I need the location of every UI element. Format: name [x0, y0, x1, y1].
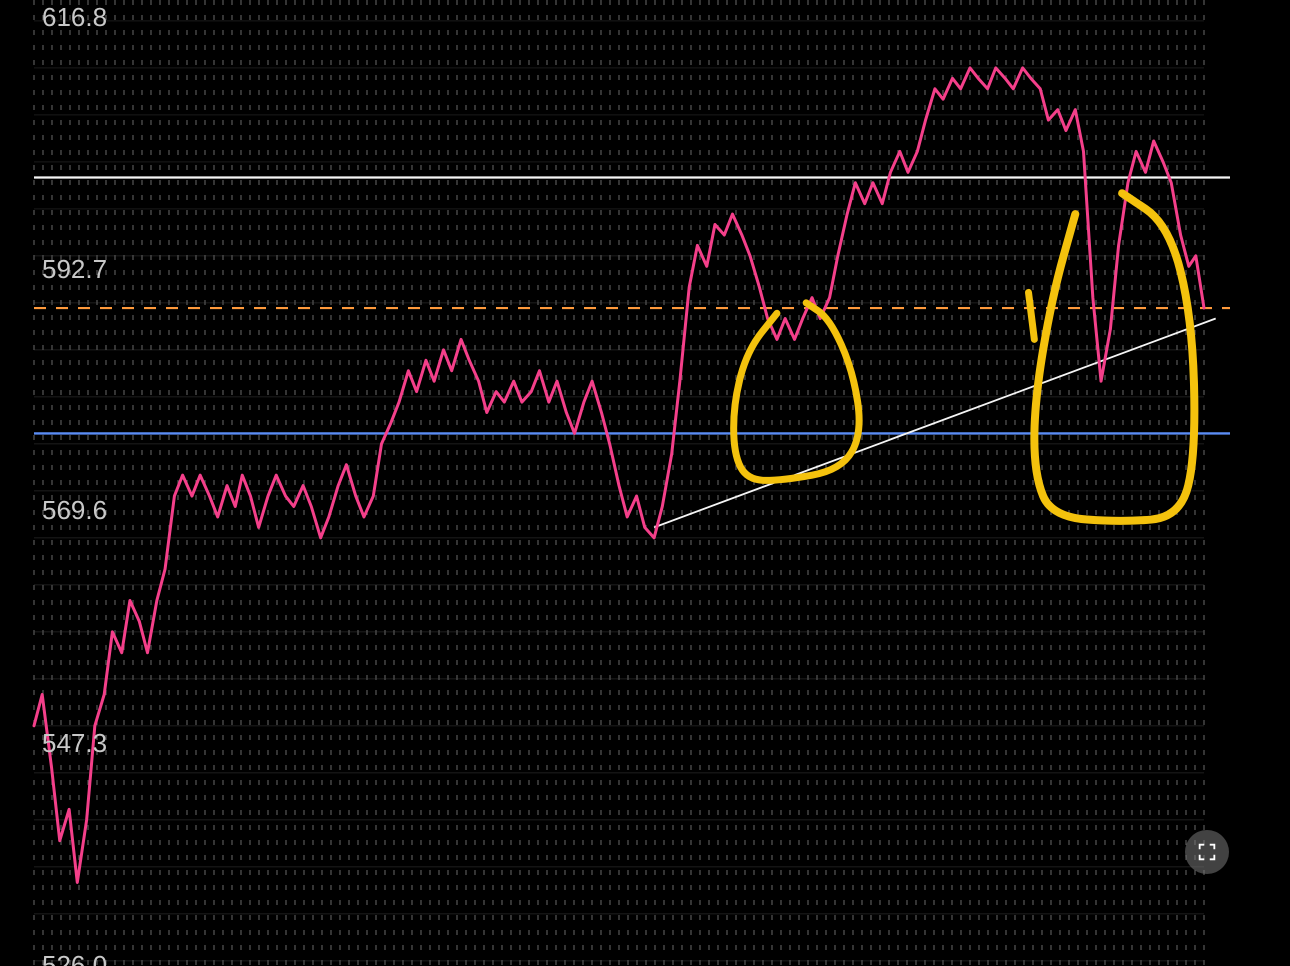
y-axis-label: 526.0 [42, 950, 107, 966]
y-axis-label: 592.7 [42, 254, 107, 285]
chart-canvas [0, 0, 1290, 966]
y-axis-label: 547.3 [42, 728, 107, 759]
y-axis-label: 569.6 [42, 495, 107, 526]
price-chart[interactable]: 526.0 547.3 569.6 592.7 616.8 [0, 0, 1290, 966]
annotation-yellow-circle-left [734, 303, 859, 481]
fullscreen-button[interactable] [1185, 830, 1229, 874]
fullscreen-icon [1196, 841, 1218, 863]
y-axis-label: 616.8 [42, 2, 107, 33]
annotation-yellow-tick [1029, 292, 1035, 339]
price-series [34, 68, 1204, 883]
